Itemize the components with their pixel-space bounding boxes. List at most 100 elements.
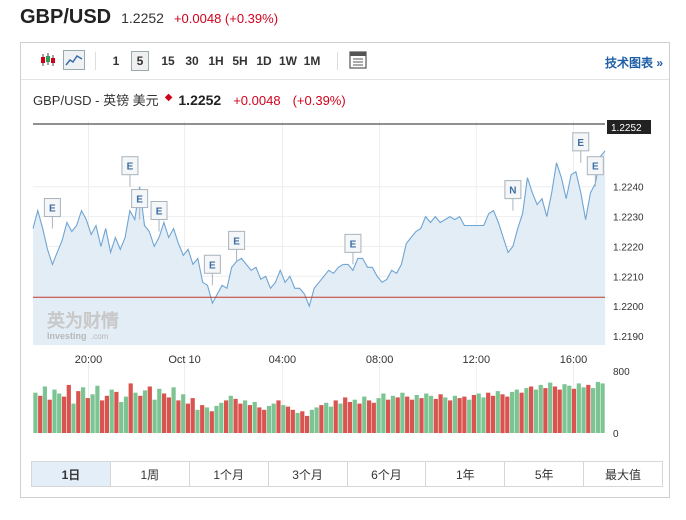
event-marker-label: N (509, 186, 516, 197)
y-tick-label: 1.2190 (613, 332, 644, 343)
volume-bar (548, 382, 553, 433)
news-marker[interactable]: N (504, 180, 522, 211)
volume-bar (400, 392, 405, 433)
volume-bar (81, 387, 86, 433)
volume-bar (510, 391, 515, 433)
volume-bar (562, 384, 567, 433)
range-tab-4[interactable]: 6个月 (348, 462, 427, 486)
volume-bar (586, 384, 591, 433)
economic-event-marker[interactable]: E (344, 233, 362, 265)
economic-event-marker[interactable]: E (203, 254, 221, 286)
volume-bar (295, 412, 300, 434)
volume-bar (119, 402, 124, 433)
watermark-suffix: .com (91, 332, 109, 341)
price-line (32, 150, 606, 308)
volume-bar (486, 392, 491, 433)
range-tab-2[interactable]: 1个月 (190, 462, 269, 486)
volume-bar (395, 397, 400, 433)
volume-bar (157, 388, 162, 433)
range-tab-7[interactable]: 最大值 (605, 467, 642, 482)
toolbar-divider (95, 52, 96, 70)
volume-bar (300, 411, 305, 433)
volume-bar (142, 390, 148, 433)
volume-bar (581, 387, 586, 433)
interval-button-30[interactable]: 30 (185, 54, 199, 68)
volume-bar (314, 407, 319, 433)
volume-bar (128, 383, 133, 433)
volume-bar (538, 384, 543, 433)
economic-event-marker[interactable]: E (572, 132, 590, 163)
volume-bar (443, 397, 448, 433)
technical-chart-link[interactable]: 技术图表 » (604, 56, 663, 70)
volume-bar (104, 395, 109, 433)
volume-bar (204, 407, 210, 433)
range-tab-0[interactable]: 1日 (32, 462, 111, 486)
volume-bar (600, 383, 605, 433)
volume-bar (433, 398, 438, 433)
range-tabs: 1日 1周 1个月 3个月 6个月 1年 5年 最大值 (31, 461, 663, 487)
volume-bar (419, 398, 424, 433)
range-tab-1[interactable]: 1周 (111, 462, 190, 486)
interval-button-5h[interactable]: 5H (232, 54, 248, 68)
volume-bar (195, 409, 200, 434)
volume-bar (452, 395, 457, 433)
volume-bar (123, 396, 129, 433)
volume-bar (176, 400, 181, 433)
interval-button-1d[interactable]: 1D (256, 54, 272, 68)
range-tab-6[interactable]: 5年 (505, 462, 585, 486)
volume-bar (228, 395, 233, 433)
volume-bar (114, 391, 119, 433)
volume-bar (57, 393, 62, 433)
event-marker-label: E (127, 162, 134, 173)
chart-last-price: 1.2252 (178, 92, 222, 108)
volume-bar (219, 402, 224, 433)
volume-bar (76, 391, 81, 433)
interval-button-15[interactable]: 15 (161, 54, 175, 68)
interval-button-1m[interactable]: 1M (303, 54, 321, 68)
volume-bar (138, 395, 143, 433)
y-tick-label: 1.2200 (613, 302, 644, 313)
interval-button-1[interactable]: 1 (112, 54, 120, 68)
volume-bar (271, 403, 276, 433)
event-marker-label: E (156, 207, 163, 218)
volume-bar (571, 388, 577, 433)
volume-bar (185, 403, 190, 433)
volume-bar (281, 405, 286, 433)
volume-bar (405, 396, 410, 433)
volume-bar (285, 406, 291, 433)
chart-settings-icon[interactable] (347, 50, 369, 70)
volume-bar (376, 398, 381, 433)
event-marker-label: E (136, 195, 143, 206)
volume-bar (276, 400, 281, 433)
chart-quote-line: GBP/USD - 英镑 美元 ◆ 1.2252 +0.0048 (+0.39%… (33, 90, 352, 109)
economic-event-marker[interactable]: E (228, 230, 246, 262)
economic-event-marker[interactable]: E (43, 198, 61, 229)
price-chart[interactable]: 20:00 Oct 10 04:00 08:00 12:00 16:00 1.2240 1.2… (21, 113, 669, 443)
interval-button-5[interactable]: 5 (131, 51, 149, 71)
economic-event-marker[interactable]: E (131, 189, 149, 220)
volume-bar (424, 393, 429, 433)
economic-event-marker[interactable]: E (121, 156, 139, 187)
interval-button-1w[interactable]: 1W (279, 54, 297, 68)
volume-bar (462, 396, 467, 433)
volume-bar (524, 388, 529, 433)
economic-event-marker[interactable]: E (586, 156, 604, 187)
economic-event-marker[interactable]: E (150, 201, 168, 232)
volume-bar (471, 395, 476, 433)
volume-bar (109, 389, 114, 433)
event-marker-label: E (592, 162, 599, 173)
chart-widget: 1 5 15 30 1H 5H 1D 1W 1M 技术图表 » GBP/USD - 英镑 美元 … (20, 42, 670, 498)
candlestick-icon[interactable] (37, 50, 59, 70)
volume-bar (514, 389, 519, 433)
volume-bar (166, 397, 171, 433)
y-tick-label: 1.2230 (613, 213, 644, 224)
range-tab-3[interactable]: 3个月 (269, 462, 348, 486)
volume-bar (243, 400, 248, 433)
volume-bar (209, 411, 214, 433)
price-area (33, 150, 605, 345)
range-tab-5[interactable]: 1年 (426, 462, 506, 486)
volume-bar (66, 384, 71, 433)
interval-button-1h[interactable]: 1H (208, 54, 224, 68)
line-chart-icon[interactable] (63, 50, 85, 70)
volume-bar (505, 396, 510, 433)
